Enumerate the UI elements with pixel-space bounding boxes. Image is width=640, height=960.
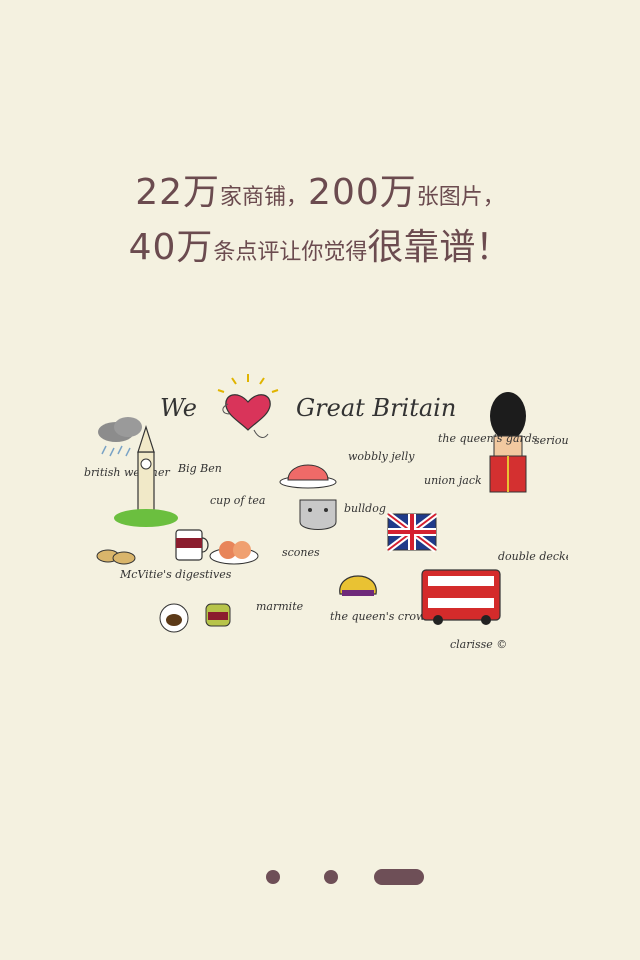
shop-count: 22万 [135,172,221,213]
biscuits-icon [96,549,136,565]
page-dot-3-active[interactable] [374,869,424,885]
label-weather: british weather [84,466,170,479]
label-crown: the queen's crown [330,610,432,623]
page-dot-1[interactable] [266,870,280,884]
britain-illustration: We Great Britain british weather Big Ben… [84,374,568,651]
big-ben-icon [114,425,178,527]
label-marmite: marmite [256,600,304,613]
label-bulldog: bulldog [344,502,386,515]
label-signature: clarisse © [450,638,507,651]
reliable-text: 很靠谱！ [367,227,512,268]
label-biscuits: McVitie's digestives [119,568,232,581]
page-indicator [0,868,640,886]
jelly-icon [279,464,337,489]
headline-line-1: 22万家商铺，200万张图片， [0,163,640,215]
page-dot-2[interactable] [324,870,338,884]
label-big-ben: Big Ben [177,462,222,475]
bus-icon [421,569,501,625]
review-count-text: 条点评让你觉得 [213,240,368,265]
bulldog-icon [299,499,337,530]
photo-count: 200万 [308,172,417,213]
title-we: We [160,394,197,422]
rain-cloud-icon [98,417,142,457]
label-serious: serious face [534,434,568,447]
headline-line-2: 40万条点评让你觉得很靠谱！ [0,218,640,270]
union-jack-icon [386,511,438,553]
scones-icon [209,541,259,565]
crown-icon [339,575,377,596]
label-jelly: wobbly jelly [348,450,415,463]
photo-count-text: 张图片， [416,185,505,210]
tea-cup-icon [175,529,209,561]
label-guards: the queen's gards [438,432,538,445]
label-scones: scones [282,546,320,559]
label-tea: cup of tea [210,494,265,507]
marmite-icon [159,603,231,633]
review-count: 40万 [128,227,214,268]
label-union-jack: union jack [424,474,482,487]
label-bus: double decker [498,550,568,563]
title-place: Great Britain [296,394,456,422]
shop-count-text: 家商铺， [220,185,309,210]
heart-icon [217,374,279,438]
guard-icon [489,392,527,493]
